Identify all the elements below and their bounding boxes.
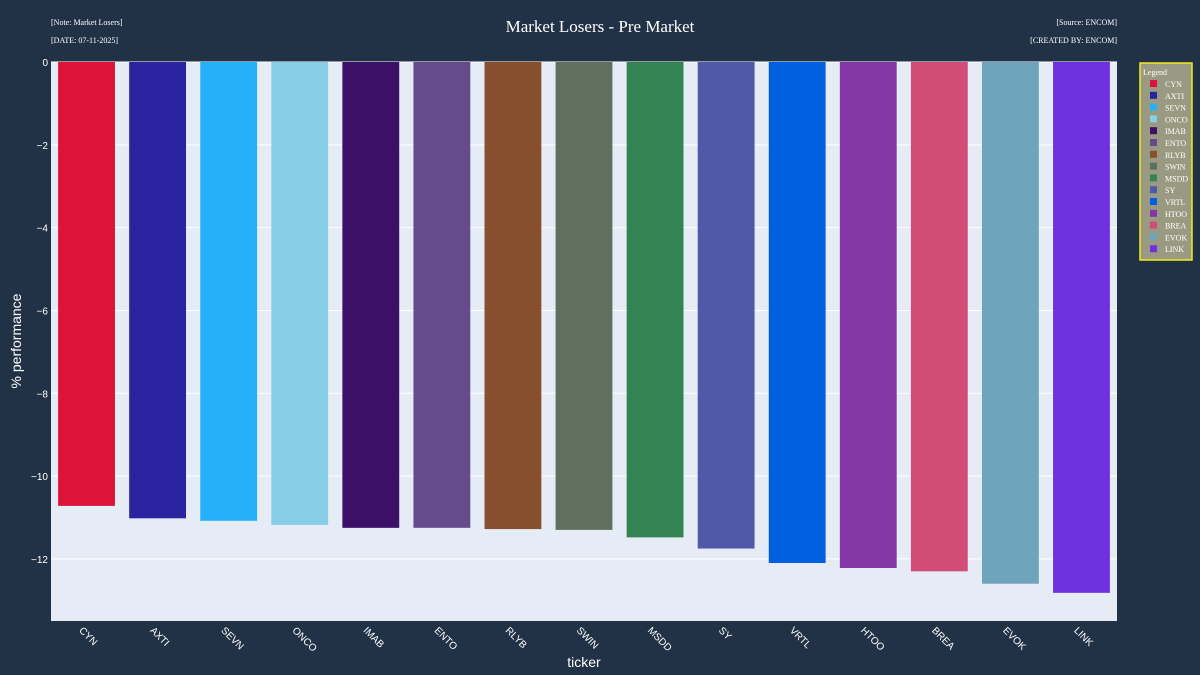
legend-swatch [1150,103,1157,111]
legend-box [1139,62,1193,261]
legend-label: RLYB [1165,151,1186,160]
x-tick-label: LINK [1071,625,1095,649]
x-tick-label: ENTO [432,625,459,652]
bar-brea [910,62,968,572]
y-tick-label: −12 [31,555,48,566]
y-tick-label: −8 [37,389,49,400]
legend-label: LINK [1165,245,1184,254]
legend-label: HTOO [1165,210,1187,219]
bar-vrtl [768,62,826,564]
legend-swatch [1150,162,1157,170]
x-tick-label: IMAB [361,625,386,650]
y-tick-label: −10 [31,472,48,483]
legend-label: VRTL [1165,198,1186,207]
bar-sy [697,62,755,549]
legend-label: SWIN [1165,163,1186,172]
legend-label: IMAB [1165,127,1186,136]
bar-ento [413,62,471,528]
bar-imab [342,62,400,528]
y-tick-label: 0 [42,58,48,69]
legend-swatch [1150,245,1157,253]
y-tick-label: −4 [37,224,49,235]
y-tick-label: −2 [37,141,49,152]
legend-label: CYN [1165,80,1182,89]
bar-onco [271,62,329,525]
bar-link [1053,62,1110,593]
y-tick-label: −6 [37,306,49,317]
legend-swatch [1150,115,1157,123]
bar-htoo [839,62,897,568]
legend-label: AXTI [1165,92,1184,101]
legend-swatch [1150,174,1157,182]
legend-swatch [1150,127,1157,135]
x-tick-label: EVOK [1000,625,1028,653]
legend-label: EVOK [1165,233,1187,242]
legend-label: ENTO [1165,139,1186,148]
x-tick-label: SEVN [219,625,246,652]
bar-axti [129,62,187,519]
plot-area [51,61,1117,621]
legend-label: SEVN [1165,104,1186,113]
x-tick-label: SY [716,625,733,642]
legend-swatch [1150,198,1157,205]
legend: Legend CYN AXTI SEVN ONCO IMAB ENTO RLYB SWIN MS… [1139,62,1193,261]
legend-swatch [1150,91,1157,99]
x-tick-label: HTOO [858,625,886,653]
legend-swatch [1150,139,1157,146]
chart-title: Market Losers - Pre Market [506,17,695,36]
legend-swatch [1150,233,1157,241]
bar-sevn [200,62,258,521]
x-tick-label: VRTL [787,625,813,651]
bar-msdd [626,62,684,538]
x-tick-label: MSDD [645,625,674,654]
legend-label: ONCO [1165,115,1188,124]
legend-swatch [1150,80,1157,87]
legend-label: BREA [1165,222,1187,231]
bar-rlyb [484,62,542,530]
y-axis-title: % performance [8,293,24,388]
date-label: [DATE: 07-11-2025] [51,36,118,45]
x-tick-label: RLYB [503,625,529,651]
created-by-label: [CREATED BY: ENCOM] [1030,36,1117,45]
legend-label: MSDD [1165,174,1188,183]
legend-items: CYN AXTI SEVN ONCO IMAB ENTO RLYB SWIN MSDD SY VRT… [1150,80,1188,254]
x-axis: CYN AXTI SEVN ONCO IMAB ENTO RLYB SWIN MSDD SY VRT… [76,625,1095,654]
x-tick-label: CYN [76,625,99,648]
bar-evok [981,62,1039,584]
y-axis: 0 −2 −4 −6 −8 −10 −12 [31,58,48,566]
legend-swatch [1150,186,1157,194]
x-axis-title: ticker [567,654,601,670]
source-label: [Source: ENCOM] [1056,18,1117,27]
note-label: [Note: Market Losers] [51,18,123,27]
x-tick-label: ONCO [290,625,319,654]
legend-swatch [1150,221,1157,229]
legend-label: SY [1165,186,1175,195]
legend-title: Legend [1143,68,1167,77]
x-tick-label: SWIN [574,625,600,651]
bar-cyn [58,62,115,506]
x-tick-label: BREA [929,625,956,652]
x-tick-label: AXTI [147,625,171,649]
bar-swin [555,62,613,530]
legend-swatch [1150,150,1157,158]
legend-swatch [1150,209,1157,217]
